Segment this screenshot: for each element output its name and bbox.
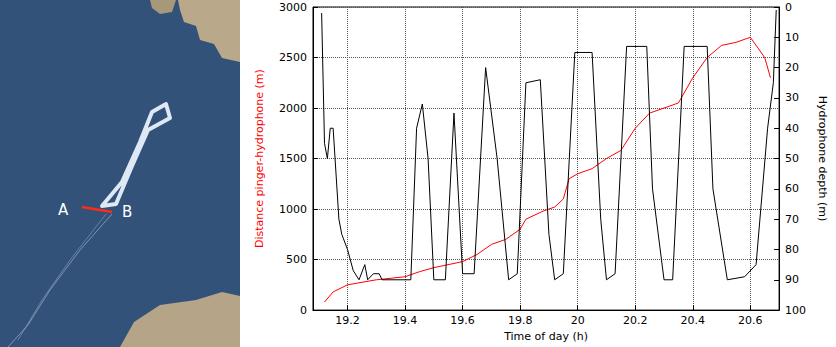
svg-text:20.2: 20.2 bbox=[623, 314, 648, 327]
svg-text:0: 0 bbox=[300, 304, 307, 317]
svg-text:2000: 2000 bbox=[279, 102, 307, 115]
svg-text:1000: 1000 bbox=[279, 203, 307, 216]
svg-text:19.2: 19.2 bbox=[335, 314, 360, 327]
svg-text:3000: 3000 bbox=[279, 1, 307, 14]
svg-text:100: 100 bbox=[785, 304, 806, 317]
svg-text:1500: 1500 bbox=[279, 152, 307, 165]
svg-text:40: 40 bbox=[785, 122, 799, 135]
svg-text:30: 30 bbox=[785, 91, 799, 104]
svg-text:A: A bbox=[58, 201, 69, 219]
svg-text:19.8: 19.8 bbox=[508, 314, 532, 327]
svg-text:10: 10 bbox=[785, 31, 799, 44]
svg-text:20.6: 20.6 bbox=[738, 314, 763, 327]
svg-text:19.6: 19.6 bbox=[450, 314, 475, 327]
svg-text:Time of day (h): Time of day (h) bbox=[503, 330, 588, 343]
svg-text:20: 20 bbox=[785, 61, 799, 74]
svg-text:20.4: 20.4 bbox=[681, 314, 706, 327]
svg-text:90: 90 bbox=[785, 273, 799, 286]
svg-text:19.4: 19.4 bbox=[393, 314, 418, 327]
svg-text:50: 50 bbox=[785, 152, 799, 165]
svg-text:2500: 2500 bbox=[279, 51, 307, 64]
svg-text:70: 70 bbox=[785, 213, 799, 226]
svg-text:60: 60 bbox=[785, 182, 799, 195]
svg-text:Hydrophone depth (m): Hydrophone depth (m) bbox=[816, 96, 829, 222]
svg-text:80: 80 bbox=[785, 243, 799, 256]
svg-text:500: 500 bbox=[286, 253, 307, 266]
svg-text:B: B bbox=[122, 203, 132, 221]
svg-text:0: 0 bbox=[785, 1, 792, 14]
svg-text:Distance pinger-hydrophone (m): Distance pinger-hydrophone (m) bbox=[253, 69, 266, 248]
svg-text:20: 20 bbox=[571, 314, 585, 327]
